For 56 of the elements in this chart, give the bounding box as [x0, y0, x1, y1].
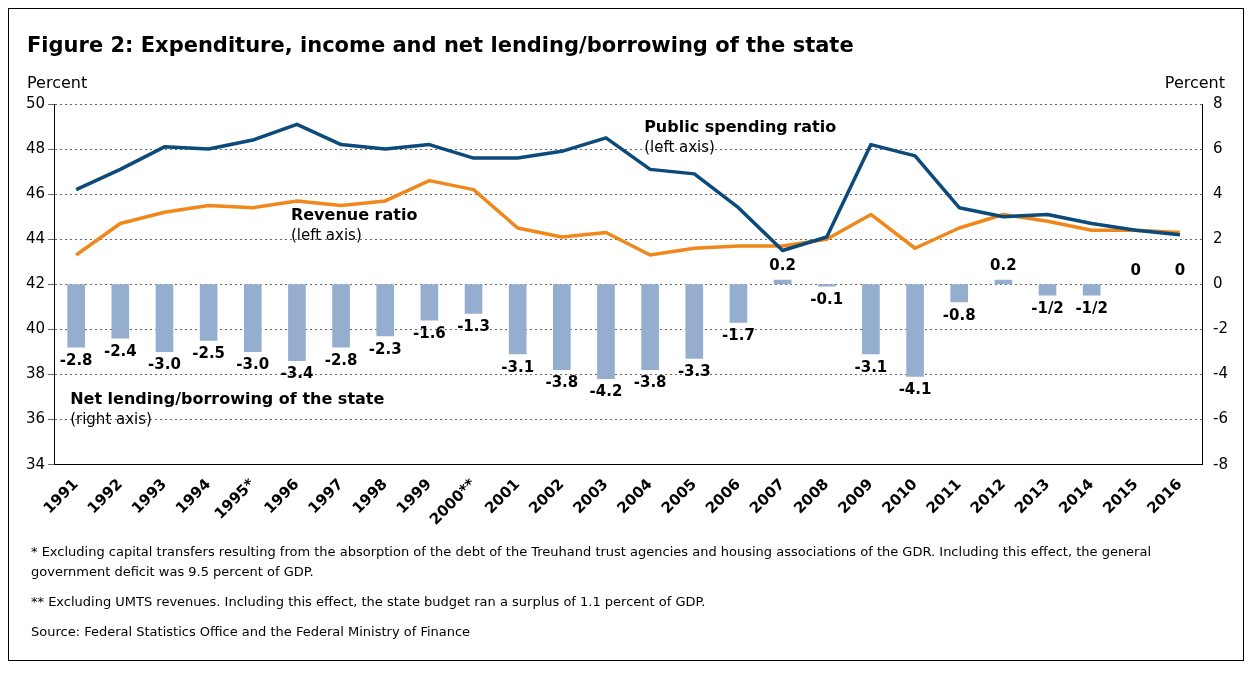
data-label: -2.8	[59, 350, 93, 369]
series-label: Public spending ratio	[644, 117, 837, 137]
data-label: -2.4	[103, 341, 137, 360]
data-label: -4.1	[898, 380, 932, 399]
data-label: 0.2	[769, 256, 796, 275]
y-tick-label: 46	[25, 184, 46, 203]
data-label: -0.8	[942, 305, 976, 324]
y2-tick-label: 6	[1213, 138, 1223, 157]
y2-tick-label: -2	[1213, 319, 1229, 338]
y-tick-label: 44	[25, 229, 46, 248]
text: * Excluding capital transfers resulting from the absorption of the debt of the Treuhand trust agencies and housing associations of the GDR. Including this effect, the general government deficit was 9.5 percent of GDP.	[31, 543, 1153, 581]
annotation: (right axis)	[70, 409, 152, 428]
y2-tick-label: 0	[1213, 274, 1223, 293]
text: Net lending/borrowing of the state	[70, 388, 385, 408]
data-label: -3.3	[677, 362, 711, 381]
text: ** Excluding UMTS revenues. Including this effect, the state budget ran a surplus of 1.1 percent of GDP.	[31, 593, 707, 611]
data-label: -3.4	[280, 364, 314, 383]
y-tick-label: 40	[25, 319, 46, 338]
y2-tick-label: -4	[1213, 364, 1229, 383]
y-tick-label: 38	[25, 364, 46, 383]
y-tick-label: 36	[25, 409, 46, 428]
annotation: (left axis)	[290, 226, 362, 245]
data-label: 0.2	[990, 256, 1017, 275]
data-label: -3.0	[236, 355, 270, 374]
y2-tick-label: -6	[1213, 409, 1229, 428]
data-label: -2.3	[368, 339, 402, 358]
data-label: -1/2	[1031, 298, 1064, 317]
y2-tick-label: 8	[1213, 93, 1223, 112]
annotation: (left axis)	[644, 138, 715, 157]
data-label: 0	[1130, 260, 1142, 279]
data-label: -4.2	[589, 382, 623, 401]
series-label: Revenue ratio	[290, 205, 418, 225]
y2-axis-title: Percent	[1164, 73, 1225, 92]
data-label: -0.1	[810, 289, 844, 308]
data-label: -3.8	[633, 373, 667, 392]
data-label: -3.8	[545, 373, 579, 392]
data-label: -3.1	[854, 357, 888, 376]
data-label: 0	[1174, 260, 1186, 279]
y-tick-label: 48	[25, 138, 46, 157]
data-label: -1.7	[722, 326, 755, 345]
y-tick-label: 50	[25, 93, 46, 112]
y-tick-label: 34	[25, 454, 46, 473]
y2-tick-label: 4	[1213, 184, 1223, 203]
data-label: -1.3	[457, 317, 490, 336]
data-label: -1/2	[1075, 298, 1108, 317]
data-label: -2.5	[192, 344, 226, 363]
chart-title: Figure 2: Expenditure, income and net lending/borrowing of the state	[26, 32, 855, 59]
data-label: -1.6	[412, 323, 446, 342]
y-tick-label: 42	[25, 274, 46, 293]
data-label: -3.1	[501, 357, 535, 376]
y-axis-title: Percent	[27, 73, 88, 92]
y2-tick-label: 2	[1213, 229, 1223, 248]
data-label: -3.0	[148, 355, 181, 374]
source-note: Source: Federal Statistics Office and the Federal Ministry of Finance	[31, 623, 472, 641]
y2-tick-label: -8	[1213, 454, 1229, 473]
data-label: -2.8	[324, 350, 358, 369]
